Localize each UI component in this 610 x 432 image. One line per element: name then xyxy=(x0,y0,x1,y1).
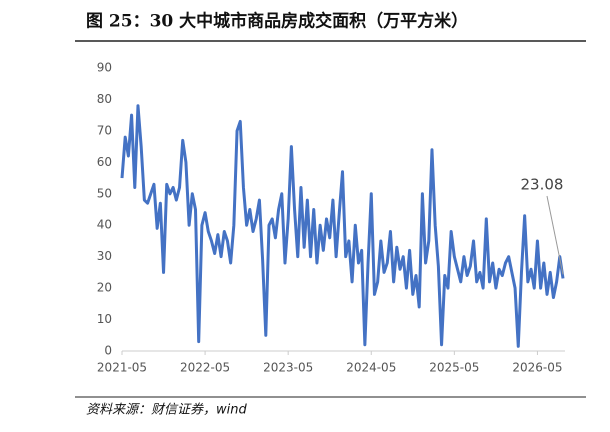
y-tick-label: 10 xyxy=(97,312,112,326)
y-tick-label: 70 xyxy=(97,123,112,137)
series-line xyxy=(120,104,565,348)
x-tick-label: 2021-05 xyxy=(97,361,147,375)
annotation-leader xyxy=(546,195,564,275)
source: 资料来源：财信证券，wind xyxy=(86,403,247,418)
chart-title: 图 25：30 大中城市商品房成交面积（万平方米） xyxy=(86,11,468,32)
y-tick-label: 20 xyxy=(97,281,112,295)
x-tick-label: 2023-05 xyxy=(263,361,313,375)
y-tick-label: 60 xyxy=(97,155,112,169)
x-tick-label: 2026-05 xyxy=(512,361,562,375)
y-tick-label: 80 xyxy=(97,92,112,106)
y-tick-label: 50 xyxy=(97,186,112,200)
data-label: 23.08 xyxy=(521,176,564,194)
y-tick-label: 90 xyxy=(97,61,112,75)
y-tick-label: 40 xyxy=(97,218,112,232)
x-tick-label: 2024-05 xyxy=(346,361,396,375)
x-tick-label: 2022-05 xyxy=(180,361,230,375)
y-tick-label: 0 xyxy=(104,344,112,358)
y-tick-label: 30 xyxy=(97,249,112,263)
x-tick-label: 2025-05 xyxy=(429,361,479,375)
